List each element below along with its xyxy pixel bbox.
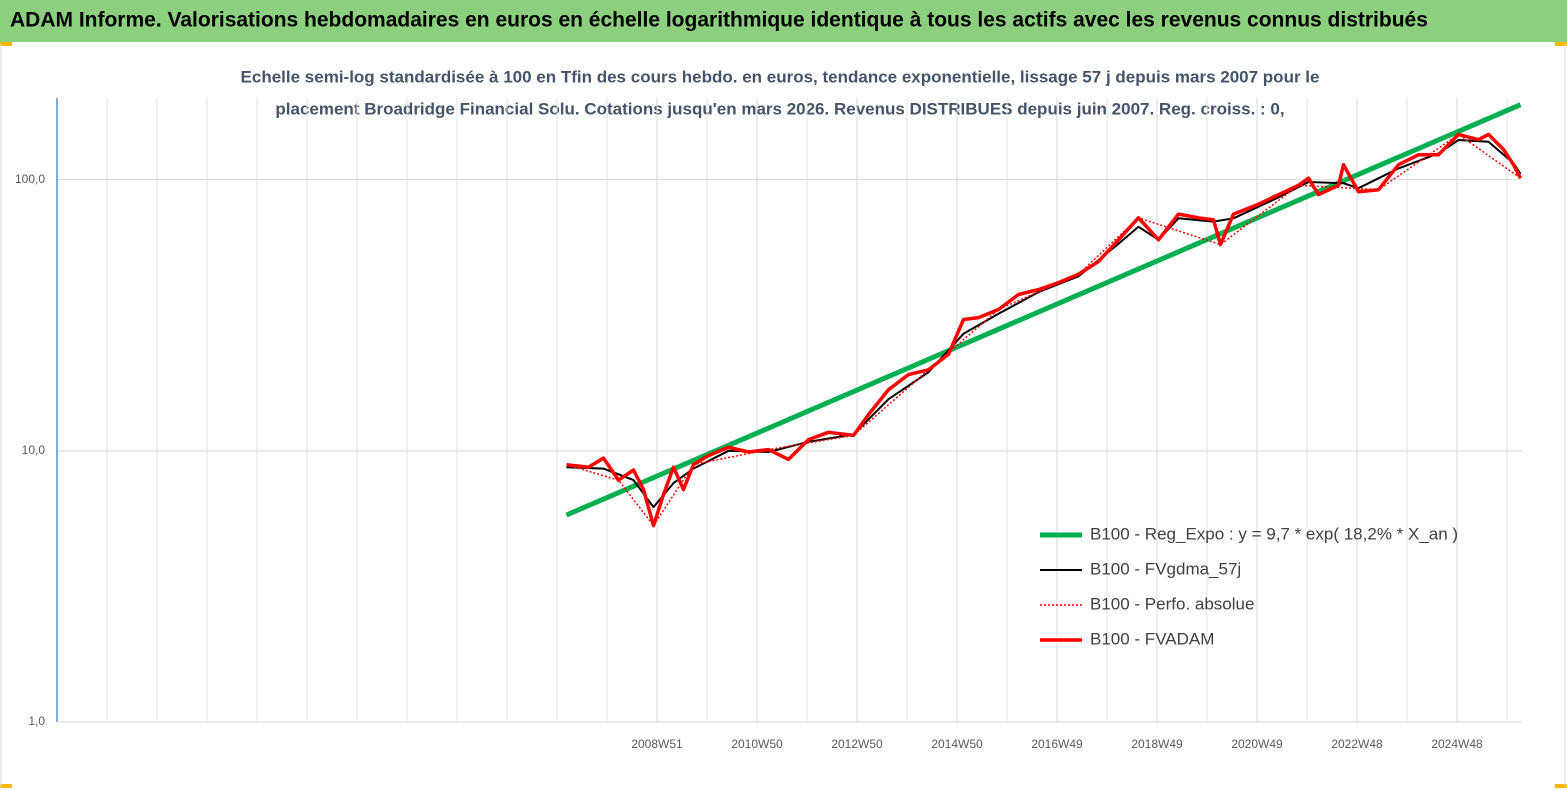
x-tick-label: 2016W49: [1031, 737, 1083, 751]
x-tick-label: 2012W50: [831, 737, 883, 751]
series-line: [566, 132, 1523, 528]
chart-title: Echelle semi-log standardisée à 100 en T…: [241, 67, 1320, 86]
y-tick-label: 100,0: [15, 172, 45, 186]
header-bar: [0, 0, 1567, 42]
x-tick-label: 2014W50: [931, 737, 983, 751]
y-tick-label: 1,0: [28, 714, 45, 728]
series-line: [565, 102, 1522, 518]
x-tick-label: 2024W48: [1431, 737, 1483, 751]
x-tick-label: 2020W49: [1231, 737, 1283, 751]
chart-title: placement Broadridge Financial Solu. Cot…: [275, 99, 1284, 118]
corner: [0, 42, 12, 46]
y-tick-label: 10,0: [22, 443, 46, 457]
plot-area: 2008W51 2010W50 2012W50 2014W50 2016W49 2018W…: [15, 98, 1523, 751]
x-tick-label: 2010W50: [731, 737, 783, 751]
x-tick-label: 2018W49: [1131, 737, 1183, 751]
legend-label: B100 - FVADAM: [1090, 629, 1214, 648]
x-tick-label: 2022W48: [1331, 737, 1383, 751]
corner: [1555, 42, 1567, 46]
corner: [0, 784, 12, 788]
legend-label: B100 - FVgdma_57j: [1090, 559, 1241, 578]
legend-label: B100 - Perfo. absolue: [1090, 594, 1254, 613]
header-title: ADAM Informe. Valorisations hebdomadaire…: [10, 9, 1428, 32]
x-tick-label: 2008W51: [631, 737, 683, 751]
corner: [1555, 784, 1567, 788]
legend-label: B100 - Reg_Expo : y = 9,7 * exp( 18,2% *…: [1090, 524, 1458, 543]
